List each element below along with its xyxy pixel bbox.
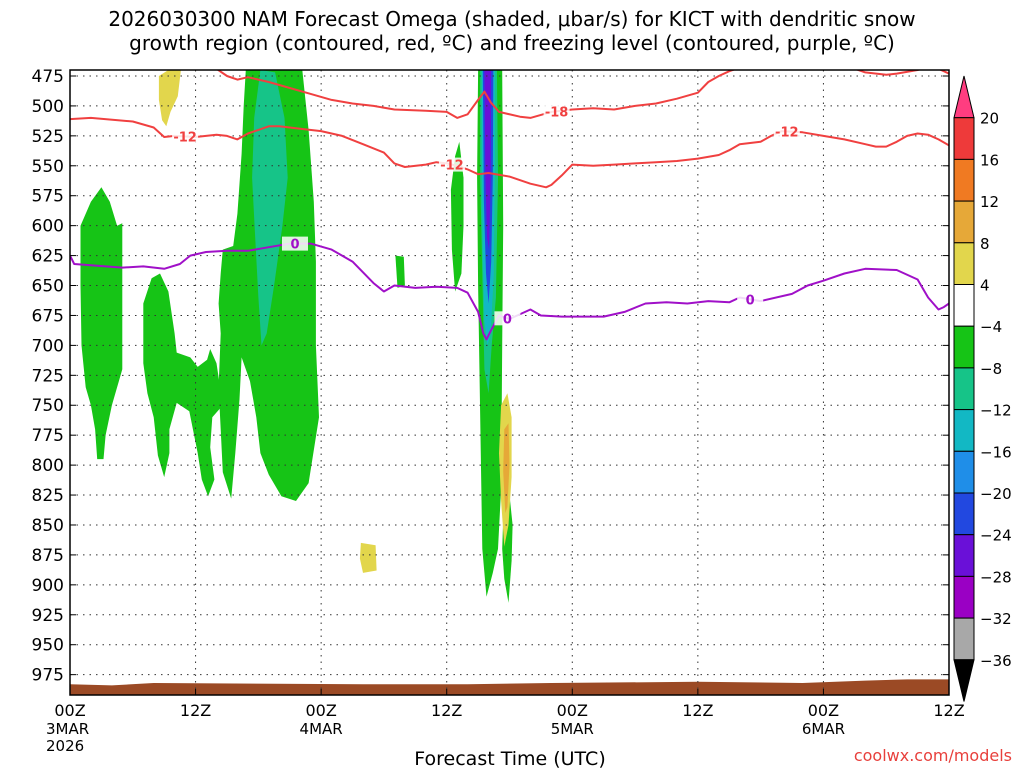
colorbar-label: 8 <box>980 235 990 253</box>
colorbar-label: −16 <box>980 443 1012 461</box>
x-tick-date-label: 3MAR <box>46 720 89 738</box>
source-credit: coolwx.com/models <box>853 746 1012 765</box>
dgz-contour-label: -12 <box>440 159 464 174</box>
colorbar-cell <box>953 158 975 202</box>
colorbar-label: 16 <box>980 151 999 169</box>
colorbar-label: 12 <box>980 193 999 211</box>
omega-region <box>484 70 492 250</box>
colorbar-label: −8 <box>980 360 1002 378</box>
y-tick-label: 500 <box>32 97 64 117</box>
y-tick-label: 925 <box>32 606 64 626</box>
colorbar-label: 20 <box>980 110 999 128</box>
omega-region <box>359 542 377 573</box>
y-tick-label: 775 <box>32 426 64 446</box>
colorbar-cell <box>953 284 975 327</box>
terrain-layer <box>70 679 949 695</box>
x-tick-date-label: 5MAR <box>551 720 594 738</box>
x-tick-label: 00Z <box>557 701 588 720</box>
x-tick-label: 12Z <box>682 701 713 720</box>
x-tick-date-label: 6MAR <box>802 720 845 738</box>
y-tick-label: 900 <box>32 576 64 596</box>
y-tick-label: 675 <box>32 306 64 326</box>
y-tick-label: 700 <box>32 336 64 356</box>
freezing-level-label: 0 <box>290 238 299 253</box>
omega-region <box>503 423 510 513</box>
colorbar-label: −20 <box>980 485 1012 503</box>
y-tick-label: 950 <box>32 636 64 656</box>
omega-shading <box>80 70 513 603</box>
colorbar-label: −24 <box>980 527 1012 545</box>
dgz-contour-line <box>216 70 736 119</box>
x-tick-year-label: 2026 <box>46 737 84 755</box>
x-tick-label: 00Z <box>808 701 839 720</box>
omega-region <box>395 255 405 288</box>
y-tick-label: 850 <box>32 516 64 536</box>
freezing-level-line <box>70 242 949 341</box>
x-tick-label: 00Z <box>54 701 85 720</box>
freezing-level-label: 0 <box>503 312 512 327</box>
colorbar-cell <box>953 575 975 619</box>
y-tick-label: 875 <box>32 546 64 566</box>
y-tick-label: 825 <box>32 486 64 506</box>
colorbar-cell <box>953 617 975 661</box>
y-tick-label: 800 <box>32 456 64 476</box>
colorbar-cell <box>953 200 975 244</box>
dgz-contour-line <box>855 70 949 76</box>
colorbar-cell <box>953 534 975 577</box>
colorbar-label: 4 <box>980 277 990 295</box>
colorbar-label: −32 <box>980 610 1012 628</box>
colorbar-label: −28 <box>980 568 1012 586</box>
chart-title-line-2: growth region (contoured, red, ºC) and f… <box>129 31 895 55</box>
x-tick-date-label: 4MAR <box>300 720 343 738</box>
x-tick-label: 00Z <box>305 701 336 720</box>
y-tick-label: 750 <box>32 396 64 416</box>
colorbar-label: −36 <box>980 652 1012 670</box>
colorbar-cell <box>953 242 975 286</box>
x-axis-label: Forecast Time (UTC) <box>414 748 605 768</box>
dgz-contour-label: -18 <box>545 105 569 120</box>
y-tick-label: 625 <box>32 247 64 267</box>
colorbar-cell <box>953 409 975 452</box>
freezing-level-label: 0 <box>746 293 755 308</box>
colorbar-cell <box>953 659 975 702</box>
colorbar-cell <box>953 75 975 119</box>
dgz-contour-label: -12 <box>775 125 799 140</box>
y-tick-label: 550 <box>32 157 64 177</box>
chart-title-line-1: 2026030300 NAM Forecast Omega (shaded, μ… <box>108 7 916 31</box>
colorbar-cell <box>953 450 975 494</box>
omega-region <box>80 187 123 460</box>
colorbar: 20 16 12 8 4 −4 −8 −12 −16 −20 −24 −28 −32 −36 <box>953 75 1012 702</box>
x-tick-label: 12Z <box>933 701 964 720</box>
colorbar-cell <box>953 492 975 536</box>
omega-region <box>143 273 223 497</box>
y-tick-label: 650 <box>32 277 64 297</box>
dgz-contour-label: -12 <box>173 130 197 145</box>
colorbar-label: −12 <box>980 402 1012 420</box>
y-tick-label: 475 <box>32 67 64 87</box>
plot-frame <box>69 69 950 696</box>
contour-lines: 0 0 0 -12 -12 -12 -18 <box>70 70 949 341</box>
x-tick-label: 12Z <box>180 701 211 720</box>
colorbar-label: −4 <box>980 318 1002 336</box>
y-tick-label: 600 <box>32 217 64 237</box>
colorbar-cell <box>953 325 975 369</box>
omega-region <box>158 70 181 127</box>
y-tick-label: 725 <box>32 366 64 386</box>
omega-region <box>450 141 464 292</box>
y-tick-label: 575 <box>32 187 64 207</box>
colorbar-cell <box>953 367 975 411</box>
omega-region <box>252 70 288 346</box>
x-tick-label: 12Z <box>431 701 462 720</box>
y-tick-label: 525 <box>32 127 64 147</box>
terrain-surface <box>70 679 949 695</box>
y-tick-label: 975 <box>32 666 64 686</box>
colorbar-cell <box>953 117 975 160</box>
dgz-contour-line <box>70 116 949 189</box>
axes: 475 500 525 550 575 600 625 650 675 700 725 750 775 8… <box>32 67 965 755</box>
